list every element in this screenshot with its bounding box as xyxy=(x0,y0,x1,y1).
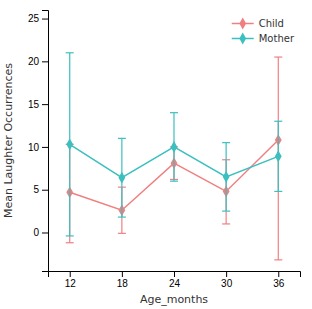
y-tick: 25 xyxy=(28,13,48,24)
x-tick: 18 xyxy=(117,271,129,289)
y-tick: 20 xyxy=(28,56,48,67)
legend-label: Child xyxy=(259,18,284,29)
x-axis-line xyxy=(49,272,301,278)
error-bar xyxy=(170,113,178,181)
y-axis: 0 5 10 15 20 25 xyxy=(28,11,49,272)
y-tick-label: 10 xyxy=(28,142,40,153)
y-tick-label: 15 xyxy=(28,99,40,110)
x-tick: 12 xyxy=(65,271,77,289)
x-tick-label: 18 xyxy=(117,278,129,289)
x-tick-mark xyxy=(278,271,279,277)
error-cap-lower xyxy=(118,233,126,234)
plot-area xyxy=(66,53,283,260)
y-tick-label: 0 xyxy=(33,227,39,238)
y-tick: 5 xyxy=(33,184,48,195)
x-tick: 30 xyxy=(221,271,233,289)
y-tick-mark xyxy=(42,19,48,20)
point xyxy=(275,150,282,162)
x-axis-title: Age_months xyxy=(140,293,208,306)
y-tick-label: 25 xyxy=(28,13,40,24)
error-cap-lower xyxy=(118,216,126,217)
x-tick: 24 xyxy=(169,271,181,289)
legend-swatch-marker xyxy=(239,33,246,45)
error-cap-upper xyxy=(222,142,230,143)
legend-item: Mother xyxy=(232,33,295,45)
x-tick-label: 36 xyxy=(273,278,285,289)
legend-item: Child xyxy=(232,18,284,30)
legend-label: Mother xyxy=(259,33,295,44)
legend: Child Mother xyxy=(232,18,295,45)
x-tick-label: 30 xyxy=(221,278,233,289)
error-cap-lower xyxy=(274,259,282,260)
error-bar xyxy=(66,53,74,236)
error-bar xyxy=(274,121,282,191)
x-axis: 12 18 24 30 36 xyxy=(49,271,301,289)
error-bar xyxy=(222,143,230,211)
error-cap-lower xyxy=(222,223,230,224)
error-cap-upper xyxy=(66,52,74,53)
x-tick: 36 xyxy=(273,271,285,289)
error-cap-lower xyxy=(66,242,74,243)
error-cap-lower xyxy=(170,181,178,182)
chart: 12 18 24 30 36 0 5 10 15 20 25 Age_months Mean Laugh… xyxy=(0,0,312,309)
x-tick-mark xyxy=(70,271,71,277)
error-cap-lower xyxy=(66,235,74,236)
series xyxy=(66,57,283,260)
x-tick-mark xyxy=(174,271,175,277)
point xyxy=(66,138,73,150)
point xyxy=(118,172,125,184)
error-cap-lower xyxy=(274,191,282,192)
error-bar xyxy=(274,57,282,260)
error-cap-upper xyxy=(274,121,282,122)
y-tick-label: 5 xyxy=(33,184,39,195)
y-tick-label: 20 xyxy=(28,56,40,67)
y-axis-title: Mean Laughter Occurrences xyxy=(2,63,15,218)
error-bar xyxy=(118,138,126,217)
series xyxy=(66,53,283,236)
error-cap-lower xyxy=(222,210,230,211)
error-cap-upper xyxy=(274,56,282,57)
error-cap-upper xyxy=(170,112,178,113)
y-tick-mark xyxy=(42,190,48,191)
point xyxy=(171,141,178,153)
x-tick-mark xyxy=(226,271,227,277)
y-tick-mark xyxy=(42,104,48,105)
y-tick-mark xyxy=(42,61,48,62)
y-tick-mark xyxy=(42,232,48,233)
y-tick: 0 xyxy=(33,227,48,238)
x-tick-label: 24 xyxy=(169,278,181,289)
x-tick-mark xyxy=(122,271,123,277)
y-tick-mark xyxy=(42,147,48,148)
y-tick: 10 xyxy=(28,142,48,153)
y-axis-line xyxy=(42,11,49,272)
point xyxy=(223,171,230,183)
x-tick-label: 12 xyxy=(65,278,77,289)
legend-swatch-marker xyxy=(239,18,246,30)
y-tick: 15 xyxy=(28,99,48,110)
error-cap-upper xyxy=(118,138,126,139)
